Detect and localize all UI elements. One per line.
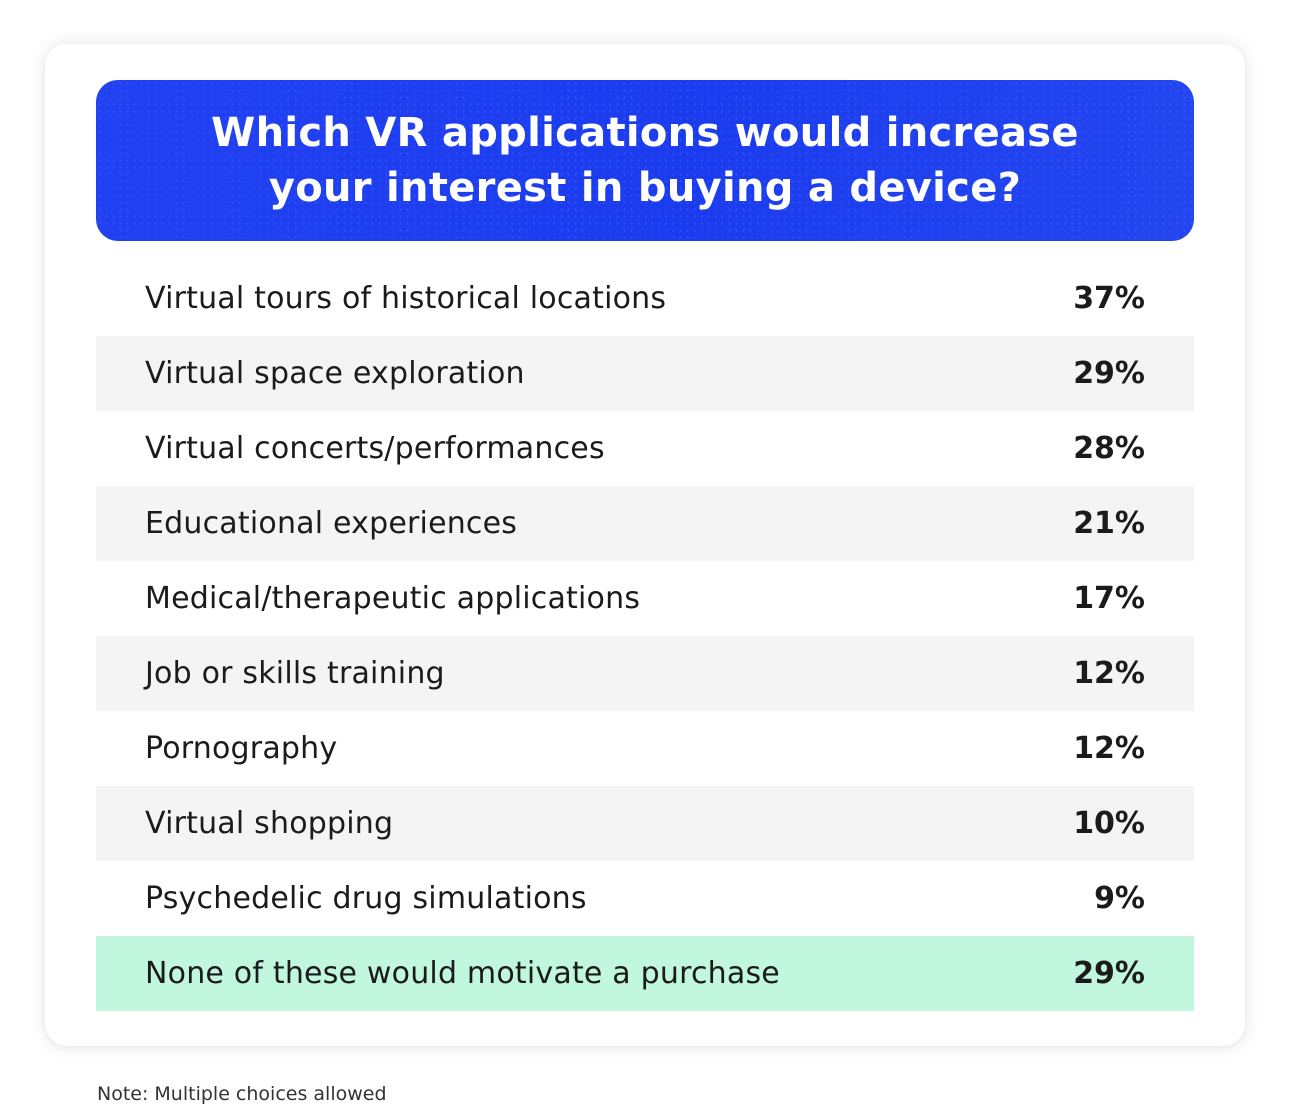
row-value: 10% xyxy=(1073,806,1145,841)
title-line-1: Which VR applications would increase xyxy=(211,109,1079,156)
row-label: Psychedelic drug simulations xyxy=(145,881,587,916)
table-row: Psychedelic drug simulations 9% xyxy=(96,861,1194,936)
row-label: Virtual concerts/performances xyxy=(145,431,605,466)
title-line-2: your interest in buying a device? xyxy=(268,164,1022,211)
table-row: Virtual space exploration 29% xyxy=(96,336,1194,411)
results-table: Virtual tours of historical locations 37… xyxy=(96,261,1194,1011)
table-row: Pornography 12% xyxy=(96,711,1194,786)
row-label: Virtual tours of historical locations xyxy=(145,281,667,316)
table-row: Educational experiences 21% xyxy=(96,486,1194,561)
row-label: Medical/therapeutic applications xyxy=(145,581,641,616)
row-value: 17% xyxy=(1073,581,1145,616)
table-row: Virtual shopping 10% xyxy=(96,786,1194,861)
table-row: Virtual concerts/performances 28% xyxy=(96,411,1194,486)
row-label: None of these would motivate a purchase xyxy=(145,956,780,991)
title-banner: Which VR applications would increase you… xyxy=(96,80,1194,241)
footnote: Note: Multiple choices allowed xyxy=(97,1083,387,1105)
table-row: Job or skills training 12% xyxy=(96,636,1194,711)
highlighted-table-row: None of these would motivate a purchase … xyxy=(96,936,1194,1011)
row-label: Pornography xyxy=(145,731,338,766)
chart-title: Which VR applications would increase you… xyxy=(211,106,1079,216)
row-value: 12% xyxy=(1073,731,1145,766)
row-value: 29% xyxy=(1073,956,1145,991)
row-value: 37% xyxy=(1073,281,1145,316)
row-value: 12% xyxy=(1073,656,1145,691)
row-label: Virtual space exploration xyxy=(145,356,525,391)
row-label: Educational experiences xyxy=(145,506,518,541)
row-value: 28% xyxy=(1073,431,1145,466)
survey-card: Which VR applications would increase you… xyxy=(45,44,1245,1046)
row-value: 9% xyxy=(1094,881,1145,916)
table-row: Medical/therapeutic applications 17% xyxy=(96,561,1194,636)
row-label: Job or skills training xyxy=(145,656,445,691)
table-row: Virtual tours of historical locations 37… xyxy=(96,261,1194,336)
row-value: 21% xyxy=(1073,506,1145,541)
row-value: 29% xyxy=(1073,356,1145,391)
row-label: Virtual shopping xyxy=(145,806,394,841)
